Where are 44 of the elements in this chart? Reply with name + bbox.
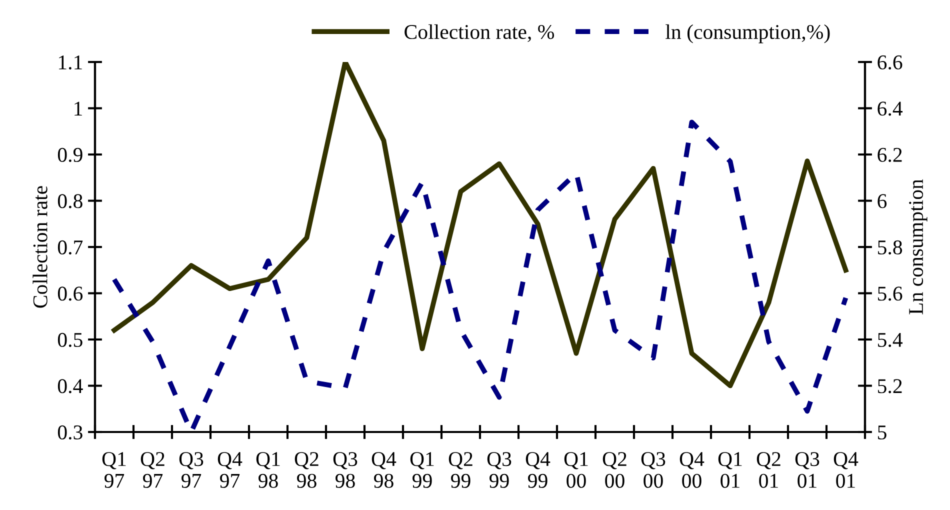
y-axis-title: Collection rate xyxy=(32,186,48,308)
y2-tick-label: 5 xyxy=(878,426,886,440)
x-tick-label: Q4 97 xyxy=(218,452,242,488)
x-tick-label: Q3 01 xyxy=(795,452,820,488)
x-tick-label: Q3 00 xyxy=(641,452,666,488)
x-tick-label: Q1 01 xyxy=(718,452,742,488)
x-tick-label: Q1 99 xyxy=(410,452,434,488)
y2-tick-label: 5.8 xyxy=(878,240,902,255)
y2-tick-label: 5.4 xyxy=(878,333,903,348)
x-tick-label: Q2 01 xyxy=(756,452,780,488)
x-tick-label: Q1 97 xyxy=(102,452,126,488)
x-tick-label: Q2 98 xyxy=(294,452,318,488)
y-tick-label: 0.5 xyxy=(58,332,82,348)
x-tick-label: Q4 00 xyxy=(680,452,704,488)
y-tick-label: 1 xyxy=(74,102,82,116)
y-tick-label: 0.6 xyxy=(58,286,83,301)
x-tick-label: Q3 98 xyxy=(333,452,358,488)
x-tick-label: Q2 99 xyxy=(448,452,472,488)
y-tick-label: 0.9 xyxy=(58,148,82,162)
y2-tick-label: 5.6 xyxy=(878,286,902,301)
x-tick-label: Q3 97 xyxy=(179,452,204,488)
y-tick-label: 0.7 xyxy=(58,240,83,255)
x-tick-label: Q4 01 xyxy=(834,452,858,488)
x-tick-label: Q2 00 xyxy=(602,452,626,488)
y2-axis-title: Ln consumption xyxy=(909,179,928,314)
x-tick-label: Q3 99 xyxy=(487,452,512,488)
y2-tick-label: 6 xyxy=(878,194,887,208)
y-tick-label: 0.4 xyxy=(58,379,83,394)
y-tick-label: 0.3 xyxy=(58,425,82,440)
x-tick-label: Q4 98 xyxy=(372,452,396,488)
x-tick-label: Q1 98 xyxy=(256,452,280,488)
x-tick-label: Q4 99 xyxy=(526,452,550,488)
x-tick-label: Q1 00 xyxy=(564,452,588,488)
line-series xyxy=(112,62,848,388)
x-tick-label: Q2 97 xyxy=(140,452,164,488)
y2-tick-label: 6.2 xyxy=(878,148,902,162)
legend-label: Collection rate, % xyxy=(404,24,554,42)
y2-tick-label: 6.6 xyxy=(878,55,902,70)
legend-label: ln (consumption,%) xyxy=(666,24,830,44)
y-tick-label: 0.8 xyxy=(58,194,82,208)
y-tick-label: 1.1 xyxy=(58,55,82,70)
line-series xyxy=(112,120,848,432)
y2-tick-label: 5.2 xyxy=(878,379,902,394)
y2-tick-label: 6.4 xyxy=(878,102,903,116)
